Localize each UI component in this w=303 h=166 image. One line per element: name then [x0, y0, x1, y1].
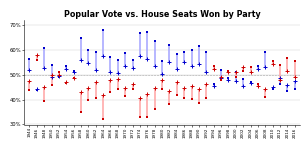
- Title: Popular Vote vs. House Seats Won by Party: Popular Vote vs. House Seats Won by Part…: [64, 10, 261, 19]
